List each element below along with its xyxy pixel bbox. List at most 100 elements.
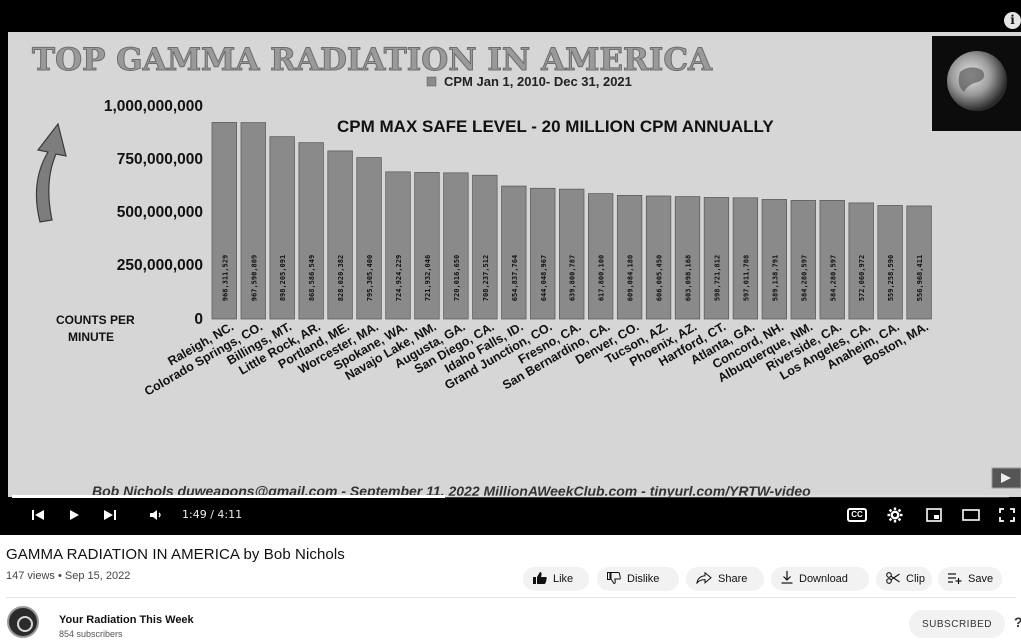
more-options-icon[interactable]: ? (1014, 614, 1021, 630)
dislike-label: Dislike (627, 573, 660, 585)
thumbs-down-icon (607, 571, 621, 587)
player-controls: 1:49 / 4:11 CC (0, 500, 1021, 535)
curved-arrow-icon (35, 122, 67, 223)
legend-swatch (426, 76, 437, 87)
bar-value-label: 639,800,787 (569, 255, 577, 301)
settings-gear-icon[interactable] (884, 500, 906, 530)
share-label: Share (718, 573, 748, 585)
thumbs-up-icon (533, 571, 547, 587)
bar (211, 122, 237, 320)
bar-value-label: 584,280,597 (829, 255, 837, 301)
bar (472, 174, 498, 320)
bar (559, 188, 585, 320)
bar (385, 171, 411, 320)
bar-value-label: 828,020,382 (337, 255, 345, 301)
share-button[interactable]: Share (686, 567, 764, 591)
volume-icon[interactable] (146, 500, 166, 530)
bar (819, 200, 845, 320)
bar (587, 193, 614, 320)
channel-name[interactable]: Your Radiation This Week (59, 614, 194, 626)
clip-label: Clip (906, 573, 925, 585)
bar-value-label: 617,800,100 (598, 255, 606, 301)
y-axis-label-line1: COUNTS PER (56, 313, 135, 327)
download-button[interactable]: Download (771, 567, 869, 591)
bar-value-label: 609,084,180 (627, 255, 635, 301)
bar-value-label: 589,138,791 (771, 255, 779, 301)
bar-value-label: 572,060,972 (858, 255, 866, 301)
progress-bar[interactable] (12, 495, 1009, 498)
bar-value-label: 898,205,091 (279, 255, 287, 301)
fullscreen-icon[interactable] (996, 500, 1018, 530)
bar-value-label: 724,924,229 (395, 255, 403, 301)
closed-captions-icon[interactable]: CC (846, 500, 868, 530)
share-arrow-icon (696, 571, 712, 587)
bar-value-label: 868,586,549 (308, 255, 316, 301)
y-tick-label: 1,000,000,000 (104, 98, 203, 115)
play-icon[interactable] (64, 500, 84, 530)
bar (269, 136, 295, 320)
chart-title: TOP GAMMA RADIATION IN AMERICA (32, 42, 713, 78)
next-icon[interactable] (100, 500, 120, 530)
miniplayer-icon[interactable] (923, 500, 945, 530)
bar-value-label: 584,280,597 (800, 255, 808, 301)
time-display: 1:49 / 4:11 (182, 508, 243, 521)
bar-value-label: 559,258,590 (887, 255, 895, 301)
download-icon (781, 571, 793, 587)
bar-value-label: 708,237,512 (482, 255, 490, 301)
scissors-icon (886, 571, 900, 587)
bar (298, 142, 324, 320)
download-label: Download (799, 573, 848, 585)
subscriber-count: 854 subscribers (59, 629, 123, 639)
bar (848, 202, 874, 320)
bar (327, 150, 353, 320)
bar-value-label: 721,932,046 (424, 255, 432, 301)
y-tick-label: 0 (194, 311, 203, 328)
bar-value-label: 597,011,708 (742, 255, 750, 301)
like-button[interactable]: Like (523, 567, 589, 591)
info-icon[interactable]: i (1004, 12, 1021, 29)
video-title: GAMMA RADIATION IN AMERICA by Bob Nichol… (6, 546, 345, 563)
y-tick-label: 750,000,000 (117, 151, 203, 168)
bar (732, 197, 759, 320)
bar-value-label: 556,968,411 (916, 255, 924, 301)
dislike-button[interactable]: Dislike (597, 567, 679, 591)
progress-bar-fill (12, 495, 445, 498)
bar-value-label: 644,048,967 (540, 255, 548, 301)
bar (501, 185, 527, 320)
channel-avatar[interactable] (7, 606, 39, 638)
bar-value-label: 654,837,764 (511, 255, 519, 301)
bar (877, 205, 903, 320)
chart-annotation: CPM MAX SAFE LEVEL - 20 MILLION CPM ANNU… (337, 117, 774, 136)
bar (414, 172, 440, 320)
bar-value-label: 720,016,650 (453, 255, 461, 301)
y-axis-label-line2: MINUTE (68, 330, 114, 344)
clip-button[interactable]: Clip (876, 567, 932, 591)
bar (674, 196, 701, 320)
chart-footer: Bob Nichols duweapons@gmail.com - Septem… (92, 483, 811, 497)
bar-value-label: 967,590,809 (250, 255, 258, 301)
theater-mode-icon[interactable] (960, 500, 982, 530)
y-tick-label: 250,000,000 (117, 257, 203, 274)
save-button[interactable]: Save (938, 567, 1002, 591)
previous-icon[interactable] (28, 500, 48, 530)
video-frame[interactable]: TOP GAMMA RADIATION IN AMERICA CPM Jan 1… (8, 32, 1021, 497)
y-tick-label: 500,000,000 (117, 204, 203, 221)
divider (6, 597, 1016, 598)
bar (530, 187, 556, 320)
like-label: Like (553, 573, 574, 585)
bar-value-label: 598,721,812 (713, 255, 721, 301)
add-to-playlist-icon (948, 572, 962, 587)
subscribed-button[interactable]: SUBSCRIBED (909, 610, 1005, 638)
bar (240, 122, 266, 320)
bar (356, 157, 382, 320)
bar (645, 195, 672, 320)
video-player[interactable]: TOP GAMMA RADIATION IN AMERICA CPM Jan 1… (0, 0, 1021, 535)
bar-value-label: 795,305,400 (366, 255, 374, 301)
bar (790, 200, 816, 320)
bar-value-label: 606,005,450 (656, 255, 664, 301)
chart-legend: CPM Jan 1, 2010- Dec 31, 2021 (444, 74, 632, 89)
bar-value-label: 968,311,529 (221, 255, 229, 301)
bar (761, 199, 787, 320)
video-meta: 147 views • Sep 15, 2022 (6, 570, 131, 582)
bar (703, 197, 730, 320)
